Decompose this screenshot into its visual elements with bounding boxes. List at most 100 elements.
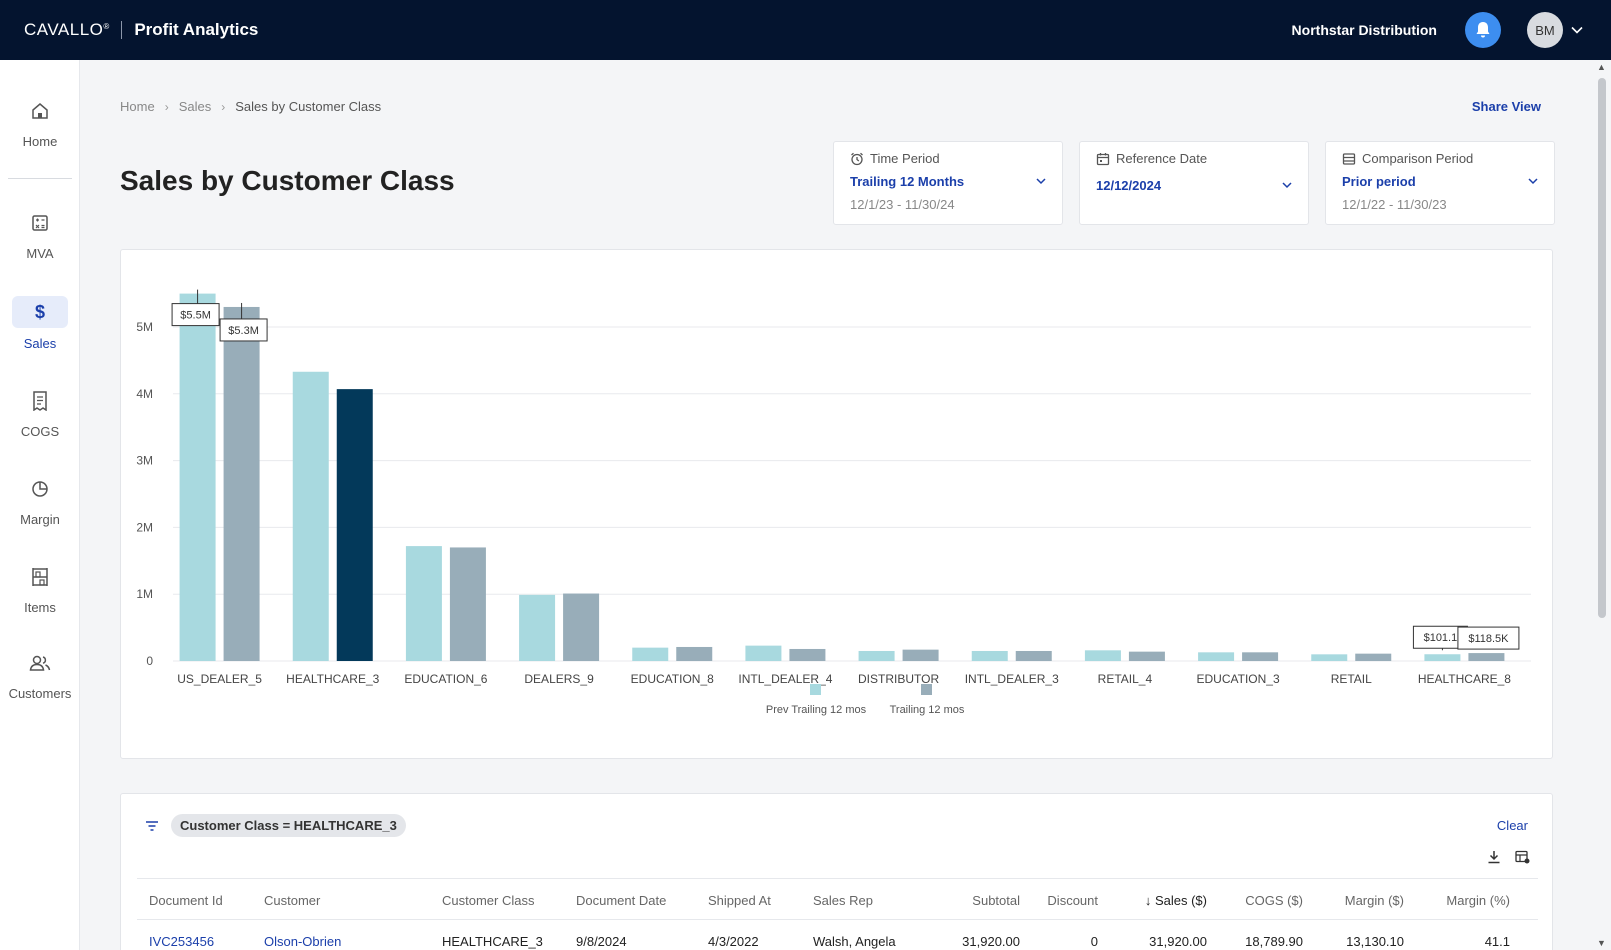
annotation-box [171,303,220,327]
y-tick-label: 2M [136,520,153,534]
brand[interactable]: CAVALLO ® Profit Analytics [24,0,258,60]
column-header[interactable]: Customer Class [442,893,535,908]
bar-healthcare-3-s1 [336,389,373,661]
brand-logo: CAVALLO [24,20,104,39]
reference-date-value: 12/12/2024 [1096,178,1162,193]
filter-chip[interactable]: Customer Class = HEALTHCARE_3 [171,814,406,837]
annotation-box [219,318,268,342]
sidebar-item-customers[interactable]: Customers [0,652,80,701]
time-period-value: Trailing 12 Months [850,174,965,189]
bar-retail-s0 [1311,654,1348,661]
x-tick-label: EDUCATION_6 [404,672,487,686]
chart-card: 0 1M 2M 3M 4M 5M US_DEALER_5 HEALTHCARE_3 EDUCAT… [120,249,1553,759]
sidebar-item-label: Sales [23,336,57,351]
column-header[interactable]: Margin (%) [1446,893,1510,908]
time-period-filter[interactable]: Time Period Trailing 12 Months 12/1/23 -… [833,141,1063,225]
x-tick-label: EDUCATION_8 [631,672,714,686]
y-tick-label: 5M [136,320,153,334]
receipt-icon [33,391,47,411]
sidebar-item-label: MVA [26,246,54,261]
chevron-down-icon[interactable] [1036,178,1046,185]
customer-link[interactable]: Olson-Obrien [264,934,342,949]
column-header[interactable]: Document Date [576,893,667,908]
column-header-sorted[interactable]: ↓ Sales ($) [1107,893,1207,908]
y-tick-label: 3M [136,454,153,468]
bar-education-6-s0 [405,546,442,661]
notifications-button[interactable] [1465,12,1501,48]
sidebar-item-items[interactable]: Items [0,566,80,615]
breadcrumb-home[interactable]: Home [120,99,155,114]
reference-date-filter[interactable]: Reference Date 12/12/2024 [1079,141,1309,225]
x-tick-label: HEALTHCARE_3 [286,672,379,686]
table-cell: 41.1 [1484,934,1510,949]
clear-filter-button[interactable]: Clear [1496,818,1528,833]
sidebar-item-mva[interactable]: MVA [0,212,80,261]
bell-icon [1476,22,1490,38]
dollar-icon: $ [35,302,45,322]
page-title: Sales by Customer Class [120,165,455,196]
comparison-period-value: Prior period [1342,174,1416,189]
x-tick-label: INTL_DEALER_4 [738,672,832,686]
sidebar-item-home[interactable]: Home [0,100,80,149]
chevron-down-icon[interactable] [1528,178,1538,185]
bar-intl-dealer-3-s1 [1015,650,1052,661]
bar-education-8-s0 [632,647,669,661]
sidebar-item-cogs[interactable]: COGS [0,390,80,439]
column-header[interactable]: Customer [264,893,321,908]
bar-us-dealer-5-s1 [223,306,260,661]
comparison-period-label: Comparison Period [1362,151,1474,166]
table-cell: 13,130.10 [1346,934,1404,949]
table-cell: 4/3/2022 [708,934,759,949]
column-header-label: Sales ($) [1154,893,1207,908]
chevron-down-icon[interactable] [1282,182,1292,189]
y-tick-label: 4M [136,387,153,401]
column-header[interactable]: Document Id [149,893,223,908]
column-header[interactable]: Subtotal [972,893,1020,908]
users-icon [29,655,51,671]
breadcrumb-current: Sales by Customer Class [235,99,382,114]
scroll-down-arrow[interactable]: ▼ [1597,938,1606,948]
avatar[interactable]: BM [1527,12,1563,48]
legend-swatch [810,684,821,695]
filter-icon[interactable] [145,820,159,832]
sidebar-item-label: Items [24,600,56,615]
column-settings-icon[interactable] [1515,850,1530,864]
table-row[interactable]: IVC253456 Olson-Obrien HEALTHCARE_3 9/8/… [137,920,1538,950]
legend-label: Prev Trailing 12 mos [766,704,867,716]
sort-desc-icon: ↓ [1144,893,1152,908]
document-id-link[interactable]: IVC253456 [149,934,215,949]
share-view-button[interactable]: Share View [1471,99,1541,114]
legend-swatch [921,684,932,695]
time-period-range: 12/1/23 - 11/30/24 [850,197,955,212]
breadcrumb-sales[interactable]: Sales [178,99,212,114]
table-cell: 18,789.90 [1245,934,1303,949]
sidebar-item-margin[interactable]: Margin [0,478,80,527]
bar-retail-4-s0 [1084,650,1121,661]
x-tick-label: HEALTHCARE_8 [1418,672,1511,686]
page-scrollbar[interactable]: ▲ ▼ [1593,60,1611,950]
sidebar-item-label: Home [22,134,58,149]
bar-healthcare-3-s0 [292,371,329,661]
org-name[interactable]: Northstar Distribution [1291,22,1437,38]
bar-healthcare-8-s0 [1424,654,1461,661]
scroll-up-arrow[interactable]: ▲ [1597,62,1606,72]
sales-bar-chart: 0 1M 2M 3M 4M 5M US_DEALER_5 HEALTHCARE_3 EDUCAT… [136,289,1531,716]
column-header[interactable]: Shipped At [708,893,771,908]
bar-dealers-9-s1 [563,593,600,661]
download-icon[interactable] [1487,850,1501,864]
chevron-down-icon[interactable] [1571,26,1583,34]
calculator-icon [32,215,48,231]
alarm-clock-icon [851,152,863,165]
column-header[interactable]: Margin ($) [1344,893,1404,908]
sidebar-item-sales[interactable]: $ Sales [0,296,80,351]
svg-text:$: $ [35,302,45,322]
column-header[interactable]: Sales Rep [813,893,873,908]
comparison-period-filter[interactable]: Comparison Period Prior period 12/1/22 -… [1325,141,1555,225]
pie-chart-icon [32,481,48,497]
column-header[interactable]: COGS ($) [1245,893,1303,908]
chevron-right-icon: › [164,99,169,114]
bar-education-3-s0 [1198,652,1235,661]
shelves-icon [32,568,48,586]
column-header[interactable]: Discount [1047,893,1098,908]
scrollbar-thumb[interactable] [1598,78,1606,618]
